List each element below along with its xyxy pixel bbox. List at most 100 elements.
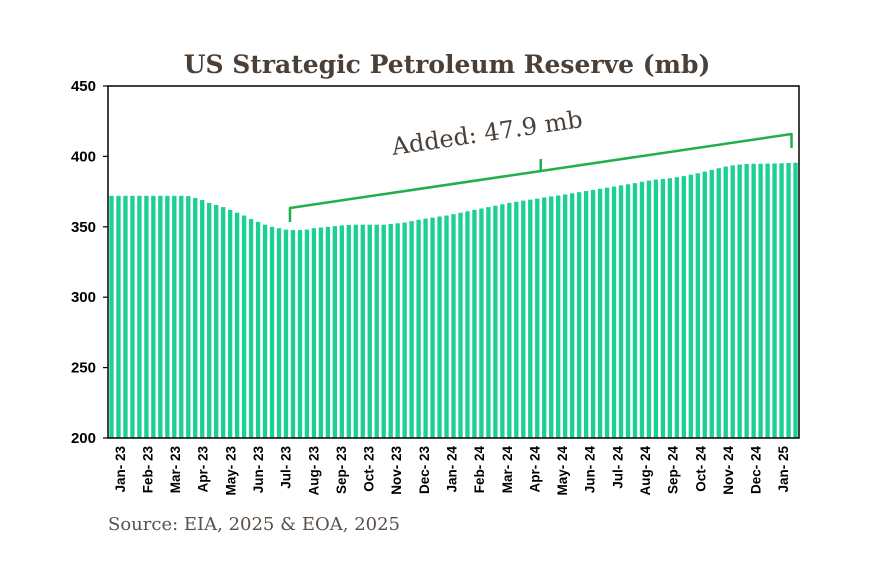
y-tick-label: 400 (71, 148, 96, 165)
bar-46 (430, 217, 435, 438)
bar-6 (151, 195, 156, 438)
bar-34 (346, 224, 351, 438)
bar-85 (702, 171, 707, 439)
bar-62 (542, 197, 547, 438)
x-tick-label: Nov- 24 (721, 446, 736, 495)
x-tick-label: Sep- 24 (666, 446, 681, 495)
bar-57 (507, 202, 512, 438)
bar-41 (395, 223, 400, 438)
bar-63 (549, 196, 554, 438)
bar-60 (528, 199, 533, 438)
bar-86 (709, 169, 714, 439)
bar-53 (479, 208, 484, 438)
bar-68 (583, 191, 589, 438)
bar-54 (486, 207, 491, 438)
bar-48 (444, 215, 449, 438)
bar-20 (248, 219, 254, 438)
bar-75 (632, 183, 638, 438)
bar-36 (360, 224, 365, 438)
x-tick-label: Sep- 23 (334, 446, 349, 495)
x-tick-label: Jan- 23 (113, 446, 128, 493)
annotation-label: Added: 47.9 mb (389, 105, 585, 161)
x-tick-label: Dec- 23 (417, 446, 432, 495)
x-tick-label: May- 24 (555, 446, 570, 496)
bar-88 (723, 166, 728, 439)
bar-52 (472, 209, 477, 438)
bar-33 (339, 225, 344, 438)
bar-32 (332, 226, 338, 438)
bar-76 (639, 181, 645, 439)
bar-77 (646, 180, 652, 438)
bar-50 (458, 212, 463, 438)
bar-65 (563, 194, 568, 438)
plot-frame (107, 85, 800, 439)
bar-28 (304, 229, 310, 438)
bar-92 (751, 163, 756, 438)
bar-31 (325, 226, 331, 438)
x-tick-label: May- 23 (223, 446, 238, 496)
bar-22 (262, 224, 268, 438)
x-tick-label: Mar- 23 (168, 446, 183, 494)
x-tick-label: Apr- 23 (196, 446, 211, 493)
annotation-bracket (288, 132, 793, 222)
bar-82 (681, 176, 686, 439)
bar-5 (144, 195, 149, 438)
bar-30 (318, 227, 324, 438)
bar-83 (688, 174, 693, 438)
bar-96 (779, 163, 784, 439)
bar-11 (186, 196, 191, 438)
x-axis: Jan- 23 Feb- 23 Mar- 23 Apr- 23 May- 23 Jun- … (113, 446, 791, 496)
bar-67 (576, 192, 582, 438)
bar-18 (234, 212, 240, 438)
bar-79 (660, 178, 666, 438)
bar-24 (276, 228, 282, 438)
bar-90 (737, 164, 742, 438)
bar-64 (556, 195, 561, 438)
y-tick-label: 450 (71, 78, 96, 95)
bar-72 (611, 186, 617, 438)
bar-35 (353, 224, 358, 438)
bar-3 (130, 195, 135, 438)
bar-39 (381, 224, 386, 438)
bar-49 (451, 214, 456, 438)
x-tick-label: Oct- 23 (362, 446, 377, 492)
bar-78 (653, 179, 659, 438)
bar-56 (500, 204, 505, 438)
bar-95 (772, 163, 777, 438)
x-tick-label: Jul- 24 (610, 446, 625, 489)
bar-16 (221, 207, 226, 438)
bars (109, 162, 798, 439)
bar-19 (241, 215, 247, 438)
bar-43 (409, 221, 414, 438)
chart-title: US Strategic Petroleum Reserve (mb) (184, 50, 711, 79)
bar-25 (283, 229, 289, 438)
bar-21 (255, 221, 261, 438)
bar-1 (116, 195, 121, 438)
x-tick-label: Feb- 23 (141, 446, 156, 494)
bar-84 (695, 173, 700, 439)
y-tick-label: 300 (71, 289, 96, 306)
bar-38 (374, 224, 379, 438)
bar-17 (227, 209, 233, 438)
bar-8 (165, 195, 170, 438)
bar-26 (290, 230, 296, 438)
bar-94 (765, 163, 770, 438)
x-tick-label: Jun- 24 (583, 446, 598, 494)
bar-42 (402, 222, 407, 438)
x-tick-label: Feb- 24 (472, 446, 487, 494)
bar-44 (416, 219, 421, 438)
bar-61 (535, 198, 540, 438)
bar-98 (793, 162, 798, 439)
bar-69 (590, 189, 596, 438)
x-tick-label: Aug- 23 (306, 446, 321, 496)
y-tick-label: 350 (71, 219, 96, 236)
bar-89 (730, 165, 735, 438)
bar-55 (493, 205, 498, 438)
bar-47 (437, 216, 442, 438)
x-tick-label: Aug- 24 (638, 446, 653, 496)
added-annotation: Added: 47.9 mb (288, 105, 793, 222)
bar-80 (667, 178, 673, 438)
bar-23 (269, 226, 275, 438)
x-tick-label: Jun- 23 (251, 446, 266, 494)
bar-71 (604, 187, 610, 438)
